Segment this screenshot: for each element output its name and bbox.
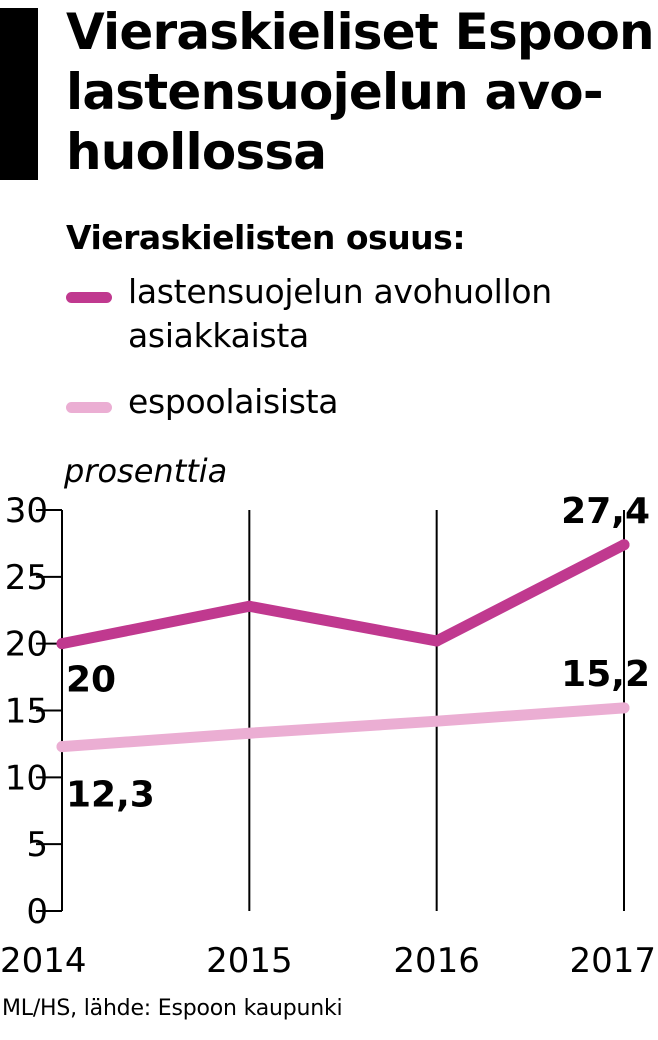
data-label-1-3: 15,2	[561, 654, 650, 695]
data-label-0-3: 27,4	[561, 491, 650, 532]
legend-item-residents: espoolaisista	[66, 380, 656, 424]
data-point-0-0	[56, 638, 68, 650]
data-point-0-1	[243, 600, 255, 612]
y-tick-label-20: 20	[5, 625, 48, 665]
legend-item-clients: lastensuojelun avohuollon asiakkaista	[66, 270, 656, 358]
legend-swatch-residents	[66, 402, 112, 413]
title-accent-bar	[0, 8, 38, 180]
title-line-2: lastensuojelun avo-	[66, 63, 604, 121]
data-point-1-2	[431, 715, 443, 727]
legend-label-clients-line-1: lastensuojelun avohuollon	[128, 272, 552, 311]
x-tick-label-2015: 2015	[206, 941, 293, 981]
title-line-1: Vieraskieliset Espoon	[66, 3, 655, 61]
y-tick-label-5: 5	[26, 825, 48, 865]
x-tick-label-2017: 2017	[569, 941, 656, 981]
chart-subtitle: Vieraskielisten osuus:	[66, 218, 466, 257]
y-tick-label-25: 25	[5, 558, 48, 598]
y-tick-label-30: 30	[5, 491, 48, 531]
source-note: ML/HS, lähde: Espoon kaupunki	[2, 996, 343, 1021]
legend-swatch-clients	[66, 292, 112, 303]
data-point-0-2	[431, 635, 443, 647]
series-line-1	[56, 702, 630, 753]
y-tick-label-0: 0	[26, 892, 48, 932]
data-label-1-0: 12,3	[66, 775, 155, 816]
data-point-1-3	[618, 702, 630, 714]
y-tick-label-15: 15	[5, 692, 48, 732]
data-label-0-0: 20	[66, 660, 116, 701]
chart-title: Vieraskieliset Espoon lastensuojelun avo…	[66, 2, 656, 182]
y-tick-label-10: 10	[5, 758, 48, 798]
x-tick-label-2014: 2014	[0, 941, 87, 981]
x-tick-label-2016: 2016	[393, 941, 480, 981]
legend-label-clients-line-2: asiakkaista	[128, 316, 309, 355]
line-chart: prosenttia 0 5 10 15 20 25 30 2014 2015 2016 2017 20…	[0, 452, 656, 981]
legend: lastensuojelun avohuollon asiakkaista es…	[66, 270, 656, 424]
data-point-1-0	[56, 741, 68, 753]
data-point-0-3	[618, 539, 630, 551]
title-line-3: huollossa	[66, 123, 327, 181]
legend-label-residents: espoolaisista	[128, 382, 339, 421]
data-point-1-1	[243, 727, 255, 739]
series-line-0	[56, 539, 630, 650]
y-axis-label: prosenttia	[63, 452, 227, 490]
